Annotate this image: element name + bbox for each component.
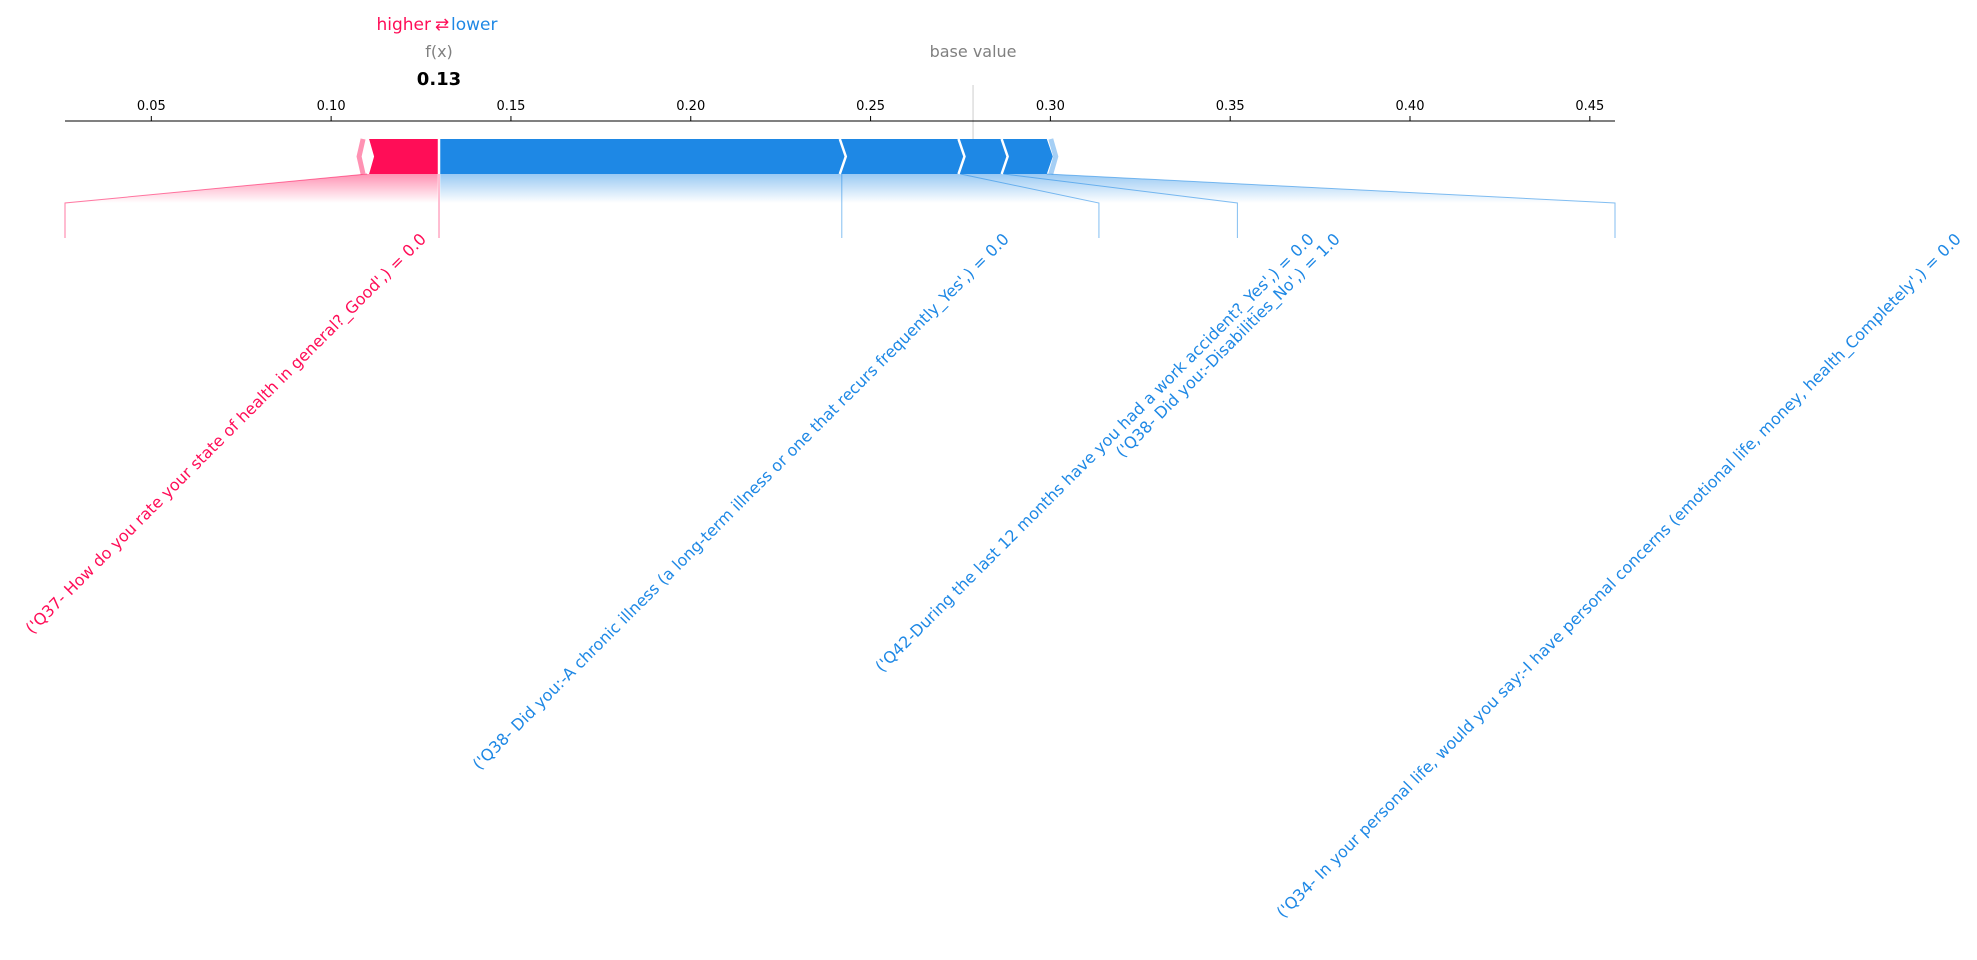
- feature-link-lower: [1046, 173, 1616, 238]
- x-tick-label: 0.20: [676, 99, 705, 114]
- force-bar-divider: [1000, 138, 1009, 175]
- feature-link-lower: [1003, 173, 1238, 238]
- feature-shadow-lower: [841, 174, 1099, 203]
- x-tick-label: 0.45: [1575, 99, 1604, 114]
- feature-link-lower: [960, 173, 1100, 238]
- feature-shadow-lower: [960, 174, 1238, 203]
- legend-arrow-icon: ⇄: [435, 15, 449, 35]
- feature-label-lower: ('Q34- In your personal life, would you …: [1273, 229, 1966, 922]
- x-tick-label: 0.10: [317, 99, 346, 114]
- fx-label: f(x): [425, 42, 453, 61]
- force-bars: [356, 138, 1059, 238]
- legend-lower: lower: [451, 15, 497, 35]
- x-tick-label: 0.40: [1396, 99, 1425, 114]
- x-tick-label: 0.15: [496, 99, 525, 114]
- force-bar-lower: [439, 139, 1053, 174]
- feature-label-lower: ('Q38- Did you:-A chronic illness (a lon…: [469, 229, 1014, 774]
- feature-shadows: [64, 173, 1616, 238]
- x-axis: 0.05 0.10 0.15 0.20 0.25 0.30 0.35 0.40 0.45: [65, 99, 1615, 122]
- legend-higher: higher: [376, 15, 431, 35]
- feature-shadow-higher: [65, 174, 440, 203]
- fx-value: 0.13: [417, 69, 461, 90]
- x-tick-label: 0.25: [856, 99, 885, 114]
- base-value-label: base value: [930, 42, 1017, 61]
- feature-labels: ('Q37- How do you rate your state of hea…: [22, 229, 1966, 922]
- feature-shadow-lower: [439, 174, 842, 203]
- force-bar-divider: [838, 138, 848, 175]
- feature-label-higher: ('Q37- How do you rate your state of hea…: [22, 229, 431, 638]
- x-tick-label: 0.35: [1216, 99, 1245, 114]
- feature-shadow-lower: [1003, 174, 1615, 203]
- x-tick-label: 0.05: [137, 99, 166, 114]
- force-bar-higher: [369, 139, 440, 174]
- feature-link-higher: [64, 173, 368, 238]
- force-bar-higher-edge: [356, 138, 366, 175]
- force-bar-lower-edge: [1048, 138, 1059, 175]
- force-bar-divider: [957, 138, 966, 175]
- x-tick-label: 0.30: [1036, 99, 1065, 114]
- feature-label-lower: ('Q38- Did you:-Disabilities_No',) = 1.0: [1112, 229, 1345, 462]
